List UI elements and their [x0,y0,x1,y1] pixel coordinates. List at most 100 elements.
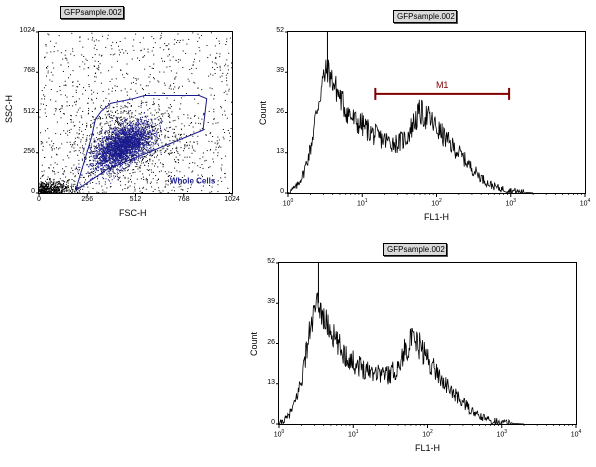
event-dot [41,187,43,189]
event-dot [220,106,222,108]
event-dot [45,44,47,45]
event-dot [117,123,119,125]
event-dot [123,77,125,79]
event-dot [169,144,171,146]
event-dot [39,186,41,188]
event-dot [50,191,52,192]
event-dot [55,110,57,112]
event-dot [60,64,62,66]
event-dot [202,185,204,187]
event-dot [74,168,76,170]
event-dot [217,152,219,154]
event-dot [220,167,222,169]
event-dot [132,192,134,194]
event-dot [41,176,43,178]
event-dot [195,122,197,124]
event-dot [141,162,143,164]
event-dot [72,50,74,52]
event-dot [41,141,43,143]
event-dot [82,123,83,125]
event-dot [62,71,64,72]
event-dot [167,130,169,132]
event-dot [64,54,66,56]
event-dot [187,188,189,190]
event-dot [46,192,48,194]
event-dot [92,182,94,183]
event-dot [197,174,199,176]
event-dot [50,185,52,187]
event-dot [77,144,78,146]
event-dot [151,171,153,173]
event-dot [160,118,162,120]
event-dot [53,178,55,180]
event-dot [88,156,90,158]
event-dot [50,186,52,188]
event-dot [160,149,162,151]
event-dot [180,192,182,194]
event-dot [47,188,49,190]
event-dot [194,162,196,164]
event-dot [57,187,59,188]
event-dot [161,145,163,147]
event-dot [45,192,47,193]
event-dot [123,126,125,128]
event-dot [169,65,171,67]
event-dot [199,50,201,52]
event-dot [93,134,95,136]
event-dot [158,145,160,147]
event-dot [206,150,208,152]
event-dot [52,192,54,194]
event-dot [72,81,74,83]
event-dot [45,188,47,190]
event-dot [112,128,114,130]
event-dot [61,192,62,194]
event-dot [183,148,185,150]
event-dot [116,120,118,122]
event-dot [63,189,65,191]
event-dot [73,164,75,166]
event-dot [212,158,214,160]
event-dot [221,180,223,182]
event-dot [137,119,139,121]
event-dot [160,36,162,38]
event-dot [192,32,194,34]
event-dot [49,188,50,189]
event-dot [175,156,177,158]
event-dot [116,86,118,87]
event-dot [47,190,49,192]
dot-plot-svg: Whole Cells [36,31,233,196]
event-dot [89,138,91,140]
event-dot [182,50,184,52]
event-dot [151,136,153,138]
event-dot [100,174,102,176]
event-dot [179,137,181,139]
event-dot [45,180,47,182]
event-dot [68,190,70,192]
event-dot [79,107,81,109]
event-dot [43,188,45,189]
event-dot [105,97,107,99]
event-dot [98,65,100,67]
event-dot [225,155,227,157]
event-dot [100,118,101,120]
event-dot [48,189,50,191]
event-dot [125,50,127,52]
event-dot [66,101,68,103]
event-dot [147,170,149,171]
event-dot [172,140,174,141]
event-dot [154,92,156,94]
event-dot [48,34,50,36]
event-dot [48,184,50,186]
event-dot [110,128,112,130]
event-dot [151,134,152,136]
event-dot [90,151,92,153]
event-dot [49,192,51,194]
event-dot [65,50,67,52]
event-dot [54,191,56,193]
event-dot [80,139,82,141]
event-dot [147,136,149,138]
event-dot [94,165,96,166]
event-dot [142,56,144,58]
event-dot [59,86,61,87]
event-dot [173,186,175,188]
